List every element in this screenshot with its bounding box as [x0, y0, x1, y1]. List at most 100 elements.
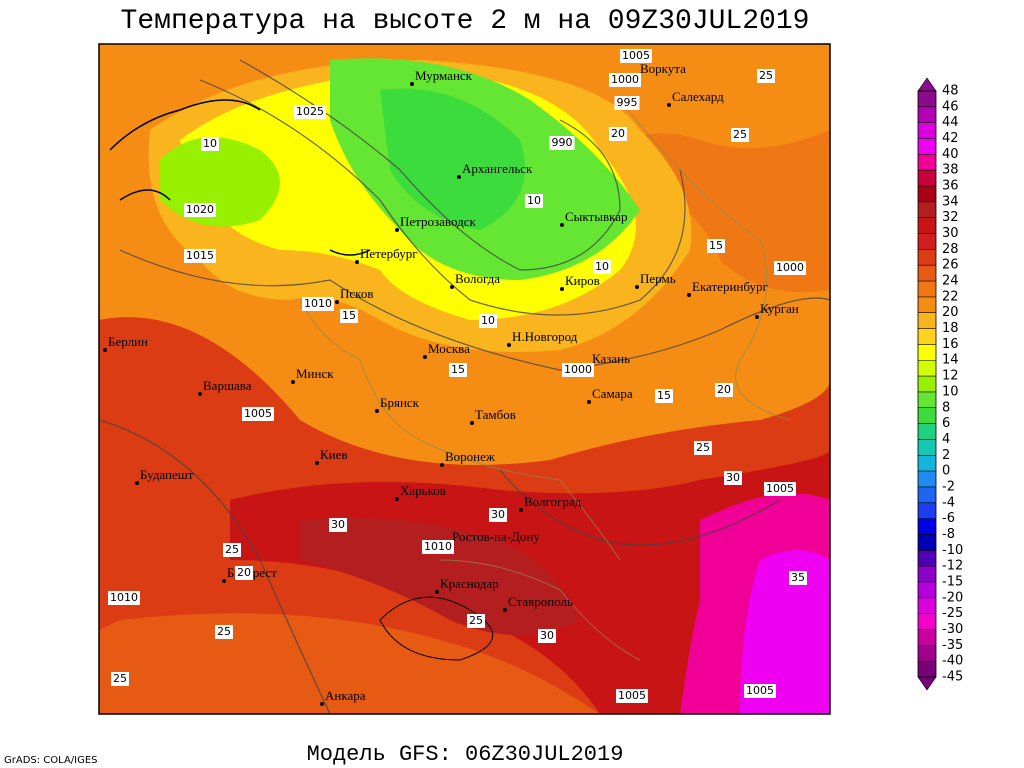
- city-name: Ставрополь: [508, 594, 573, 609]
- contour-label: 30: [540, 629, 554, 642]
- city-dot: [587, 400, 591, 404]
- contour-label: 10: [527, 194, 541, 207]
- colorbar-swatch: [918, 407, 936, 425]
- colorbar-label: -45: [942, 670, 963, 685]
- contour-label-box: [616, 689, 648, 703]
- colorbar-swatch: [918, 486, 936, 504]
- city-name: Киев: [320, 447, 348, 462]
- city-dot: [355, 260, 359, 264]
- colorbar-label: -12: [942, 559, 963, 574]
- city-dot: [755, 315, 759, 319]
- city-name: Екатеринбург: [692, 279, 768, 294]
- colorbar-swatch: [918, 581, 936, 599]
- city-dot: [667, 103, 671, 107]
- city-name: Варшава: [203, 378, 252, 393]
- contour-label-box: [655, 389, 673, 403]
- contour-label: 1005: [618, 689, 646, 702]
- colorbar-swatch: [918, 645, 936, 662]
- colorbar-label: 46: [942, 99, 959, 114]
- contour-label-box: [302, 297, 334, 311]
- city-name: Пермь: [640, 271, 676, 286]
- contour-label: 1020: [186, 203, 214, 216]
- colorbar-label: 34: [942, 194, 959, 209]
- city-dot: [519, 508, 523, 512]
- colorbar-label: 22: [942, 289, 959, 304]
- contour-label: 10: [203, 137, 217, 150]
- colorbar-label: 10: [942, 384, 959, 399]
- colorbar-swatch: [918, 312, 936, 330]
- contour-label: 20: [717, 383, 731, 396]
- colorbar-frame: [917, 90, 937, 678]
- colorbar-swatch: [918, 439, 936, 456]
- contour-label: 15: [657, 389, 671, 402]
- contour-label-box: [184, 203, 216, 217]
- city-dot: [503, 608, 507, 612]
- contour-label-box: [223, 543, 241, 557]
- city-labels: Мурманск Воркута Салехард Архангельск Сыктыв…: [103, 61, 799, 706]
- isobars: [99, 59, 830, 714]
- city-name: Берлин: [108, 334, 148, 349]
- colorbar-label: -25: [942, 606, 963, 621]
- city-name: Ростов-на-Дону: [452, 529, 540, 544]
- contour-label: 25: [469, 614, 483, 627]
- contour-label-box: [764, 482, 796, 496]
- city-name: Архангельск: [462, 161, 533, 176]
- contour-label: 15: [709, 239, 723, 252]
- colorbar-label: 16: [942, 337, 959, 352]
- colorbar-swatch: [918, 91, 936, 108]
- colorbar-swatch: [918, 471, 936, 488]
- temp-region: [740, 550, 830, 714]
- colorbar-label: 14: [942, 353, 959, 368]
- city-name: Казань: [592, 351, 630, 366]
- city-name: Петербург: [360, 246, 418, 261]
- city-dot: [410, 82, 414, 86]
- colorbar: 4846444240383634323028262422201816141210…: [917, 77, 963, 691]
- colorbar-cap: [917, 676, 937, 691]
- colorbar-label: -20: [942, 590, 963, 605]
- city-name: Будапешт: [140, 467, 194, 482]
- temp-region: [380, 88, 525, 230]
- contour-label-box: [235, 566, 253, 580]
- city-name: Вологда: [455, 271, 500, 286]
- contour-label-box: [731, 128, 749, 142]
- colorbar-swatch: [918, 423, 936, 440]
- colorbar-swatch: [918, 154, 936, 171]
- colorbar-label: 26: [942, 258, 959, 273]
- contour-label-box: [111, 672, 129, 686]
- contour-label-box: [549, 136, 575, 150]
- colorbar-label: 40: [942, 147, 959, 162]
- city-name: Киров: [565, 273, 600, 288]
- city-dot: [560, 287, 564, 291]
- colorbar-swatch: [918, 502, 936, 520]
- contour-label: 20: [611, 127, 625, 140]
- city-dot: [635, 285, 639, 289]
- city-dot: [335, 300, 339, 304]
- contour-label: 25: [225, 543, 239, 556]
- colorbar-swatch: [918, 455, 936, 472]
- colorbar-swatch: [918, 265, 936, 282]
- colorbar-label: -15: [942, 574, 963, 589]
- colorbar-label: 2: [942, 448, 950, 463]
- city-name: Воркута: [640, 61, 686, 76]
- contour-label-box: [724, 471, 742, 485]
- contour-label-box: [422, 540, 454, 554]
- contour-label: 1005: [244, 407, 272, 420]
- city-name: Краснодар: [440, 576, 499, 591]
- colorbar-label: -4: [942, 495, 955, 510]
- city-dot: [457, 175, 461, 179]
- contour-label-box: [774, 261, 806, 275]
- temp-region: [99, 44, 830, 292]
- city-name: Самара: [592, 386, 633, 401]
- colorbar-label: 48: [942, 84, 959, 99]
- city-name: Волгоград: [524, 494, 582, 509]
- city-name: Курган: [760, 301, 799, 316]
- city-dot: [440, 463, 444, 467]
- city-dot: [450, 285, 454, 289]
- contour-label-box: [609, 127, 627, 141]
- city-dot: [560, 223, 564, 227]
- contour-labels: 1005100099599010251020101510101005101010…: [108, 49, 807, 703]
- map: [98, 43, 831, 715]
- contour-label-box: [489, 508, 507, 522]
- contour-label-box: [744, 684, 776, 698]
- contour-label-box: [715, 383, 733, 397]
